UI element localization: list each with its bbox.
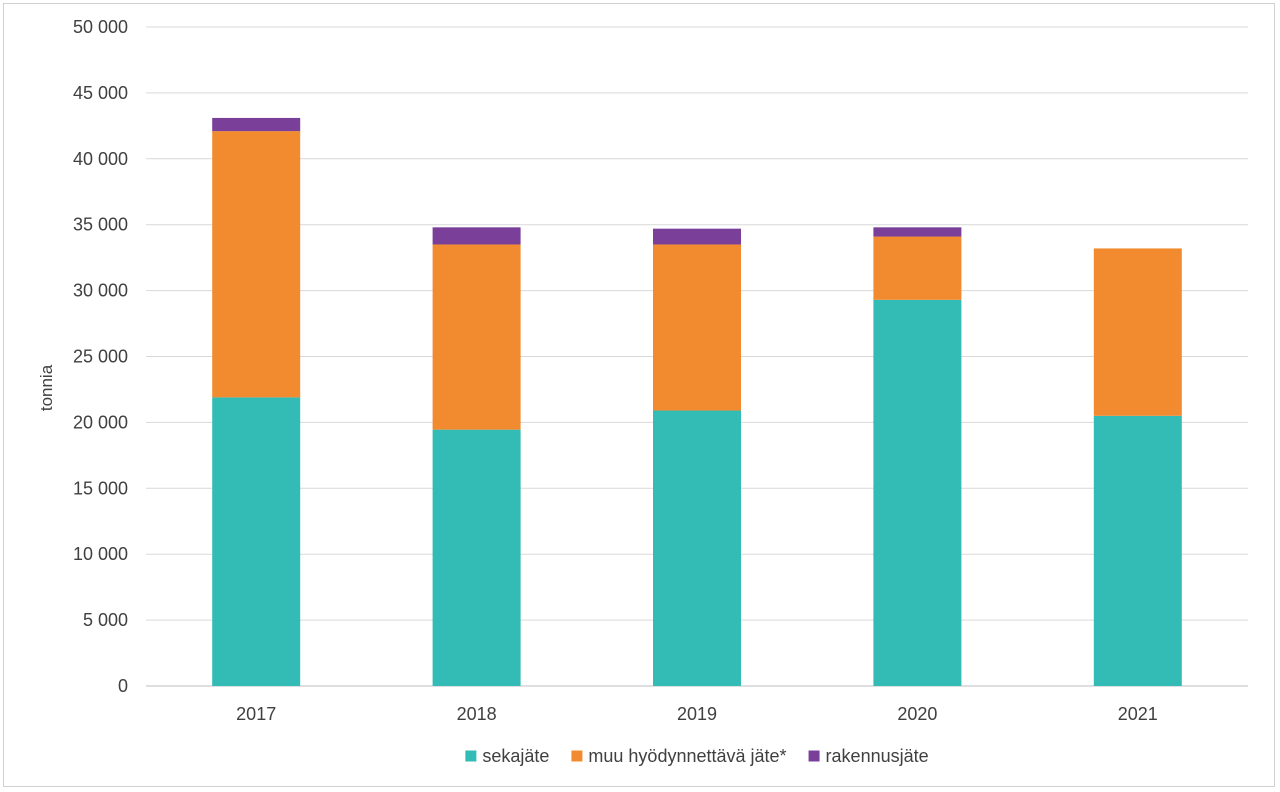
bar-segment (432, 227, 521, 245)
bar-segment (432, 244, 521, 430)
y-tick-label: 15 000 (73, 478, 128, 498)
bar-segment (1093, 415, 1182, 686)
x-tick-label: 2018 (457, 704, 497, 724)
y-tick-label: 20 000 (73, 412, 128, 432)
y-tick-label: 50 000 (73, 17, 128, 37)
y-tick-label: 25 000 (73, 347, 128, 367)
y-tick-label: 5 000 (83, 610, 128, 630)
x-tick-label: 2019 (677, 704, 717, 724)
legend-swatch (808, 750, 820, 762)
bars (212, 117, 1182, 686)
bar-segment (212, 117, 301, 132)
bar-segment (212, 131, 301, 398)
legend-label: sekajäte (482, 746, 549, 766)
y-axis-ticks: 0 5 000 10 000 15 000 20 000 25 000 30 000 35 0… (73, 17, 128, 696)
legend-label: muu hyödynnettävä jäte* (588, 746, 786, 766)
y-tick-label: 0 (118, 676, 128, 696)
y-tick-label: 30 000 (73, 281, 128, 301)
legend-label: rakennusjäte (826, 746, 929, 766)
legend-swatch (571, 750, 583, 762)
legend: sekajäte muu hyödynnettävä jäte* rakennusj… (465, 746, 929, 766)
chart-frame (3, 3, 1275, 787)
y-tick-label: 40 000 (73, 149, 128, 169)
x-axis-ticks: 2017 2018 2019 2020 2021 (236, 704, 1158, 724)
bar-segment (432, 429, 521, 686)
bar-segment (212, 397, 301, 686)
x-tick-label: 2020 (897, 704, 937, 724)
y-tick-label: 35 000 (73, 215, 128, 235)
gridlines (146, 26, 1248, 687)
bar-segment (873, 227, 962, 237)
bar-segment (873, 299, 962, 686)
legend-swatch (465, 750, 477, 762)
bar-segment (1093, 248, 1182, 416)
x-tick-label: 2021 (1118, 704, 1158, 724)
bar-segment (653, 244, 741, 411)
y-axis-title: tonnia (37, 364, 56, 411)
bar-segment (873, 236, 962, 300)
bar-segment (653, 228, 741, 245)
y-tick-label: 45 000 (73, 83, 128, 103)
bar-segment (653, 410, 741, 686)
x-tick-label: 2017 (236, 704, 276, 724)
y-tick-label: 10 000 (73, 544, 128, 564)
